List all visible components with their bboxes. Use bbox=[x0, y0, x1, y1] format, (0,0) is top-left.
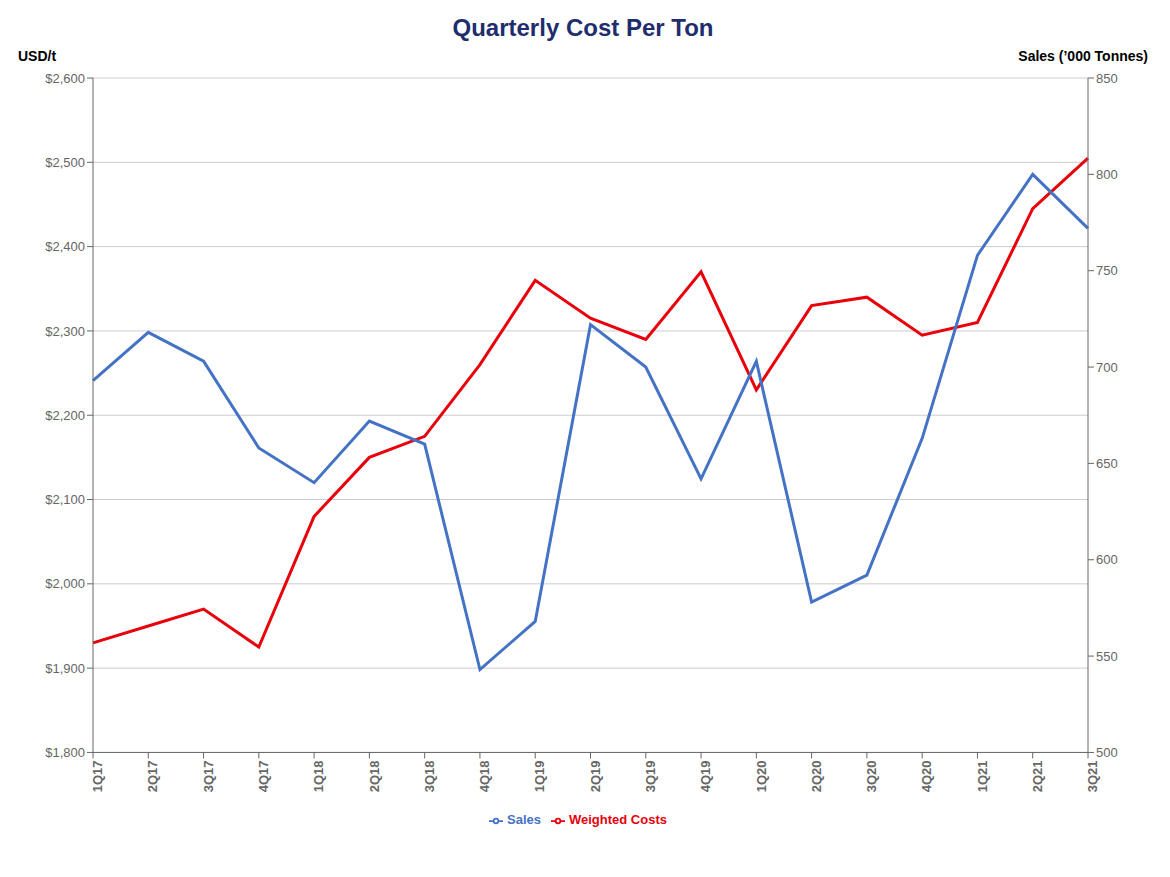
svg-text:600: 600 bbox=[1096, 552, 1118, 567]
svg-text:$1,900: $1,900 bbox=[45, 661, 85, 676]
svg-text:650: 650 bbox=[1096, 456, 1118, 471]
svg-text:500: 500 bbox=[1096, 745, 1118, 760]
svg-text:$2,200: $2,200 bbox=[45, 408, 85, 423]
svg-text:700: 700 bbox=[1096, 360, 1118, 375]
svg-text:3Q20: 3Q20 bbox=[864, 760, 879, 792]
svg-text:3Q19: 3Q19 bbox=[643, 760, 658, 792]
svg-text:550: 550 bbox=[1096, 649, 1118, 664]
svg-text:800: 800 bbox=[1096, 167, 1118, 182]
svg-text:$2,100: $2,100 bbox=[45, 492, 85, 507]
svg-text:4Q17: 4Q17 bbox=[256, 760, 271, 792]
svg-text:1Q17: 1Q17 bbox=[90, 760, 105, 792]
svg-text:$1,800: $1,800 bbox=[45, 745, 85, 760]
svg-text:3Q17: 3Q17 bbox=[201, 760, 216, 792]
svg-text:1Q19: 1Q19 bbox=[532, 760, 547, 792]
svg-text:1Q20: 1Q20 bbox=[754, 760, 769, 792]
html-text:USD/t: USD/t bbox=[18, 48, 57, 64]
svg-text:$2,300: $2,300 bbox=[45, 324, 85, 339]
svg-text:$2,600: $2,600 bbox=[45, 71, 85, 86]
svg-text:3Q18: 3Q18 bbox=[422, 760, 437, 792]
svg-text:$2,500: $2,500 bbox=[45, 155, 85, 170]
svg-text:4Q20: 4Q20 bbox=[919, 760, 934, 792]
svg-text:4Q18: 4Q18 bbox=[477, 760, 492, 792]
svg-text:2Q21: 2Q21 bbox=[1030, 760, 1045, 792]
svg-text:$2,000: $2,000 bbox=[45, 576, 85, 591]
svg-text:1Q21: 1Q21 bbox=[975, 760, 990, 792]
svg-text:4Q19: 4Q19 bbox=[698, 760, 713, 792]
svg-text:750: 750 bbox=[1096, 263, 1118, 278]
html-text:Sales: Sales bbox=[507, 812, 541, 828]
svg-text:3Q21: 3Q21 bbox=[1085, 760, 1100, 792]
svg-text:2Q18: 2Q18 bbox=[367, 760, 382, 792]
svg-text:2Q20: 2Q20 bbox=[809, 760, 824, 792]
svg-text:$2,400: $2,400 bbox=[45, 239, 85, 254]
html-text:Weighted Costs: Weighted Costs bbox=[569, 812, 667, 828]
svg-text:1Q18: 1Q18 bbox=[311, 760, 326, 792]
html-text:Quarterly Cost Per Ton: Quarterly Cost Per Ton bbox=[452, 14, 714, 41]
html-text:Sales (’000 Tonnes): Sales (’000 Tonnes) bbox=[1018, 48, 1148, 64]
svg-text:850: 850 bbox=[1096, 71, 1118, 86]
svg-text:2Q17: 2Q17 bbox=[146, 760, 161, 792]
svg-text:2Q19: 2Q19 bbox=[588, 760, 603, 792]
